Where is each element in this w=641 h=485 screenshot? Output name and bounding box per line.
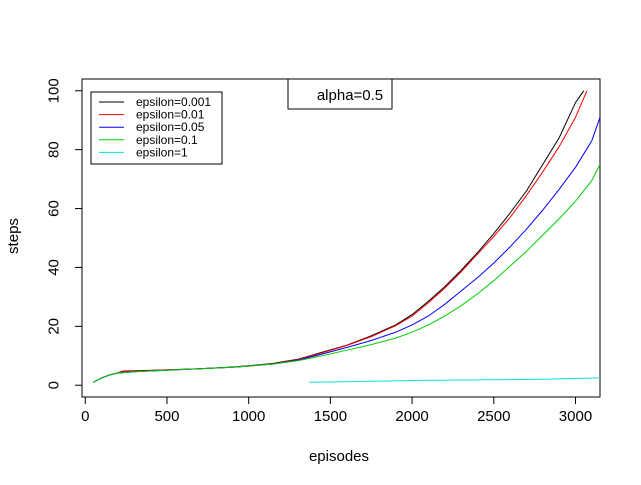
legend: epsilon=0.001epsilon=0.01epsilon=0.05eps…: [90, 91, 223, 165]
x-tick-label-6: 3000: [559, 408, 592, 425]
y-tick-label-1: 20: [46, 318, 63, 335]
legend-items: epsilon=0.001epsilon=0.01epsilon=0.05eps…: [99, 95, 211, 159]
x-axis-label: episodes: [309, 448, 369, 465]
annotation: alpha=0.5: [287, 78, 393, 110]
annotation-text: alpha=0.5: [317, 87, 383, 104]
x-axis: 0 500 1000 1500 2000 2500 3000: [81, 396, 592, 425]
x-tick-label-4: 2000: [395, 408, 428, 425]
x-tick-label-5: 2500: [477, 408, 510, 425]
y-tick-label-0: 0: [46, 381, 63, 389]
legend-label-1: epsilon=0.01: [136, 108, 205, 122]
x-tick-label-2: 1000: [232, 408, 265, 425]
y-tick-label-3: 60: [46, 200, 63, 217]
series-line-3: [93, 164, 601, 383]
series-line-4: [309, 377, 601, 383]
x-tick-label-1: 500: [154, 408, 179, 425]
series-line-1: [93, 90, 588, 383]
y-tick-label-2: 40: [46, 259, 63, 276]
y-tick-label-5: 100: [46, 78, 63, 103]
legend-label-2: epsilon=0.05: [136, 120, 205, 134]
legend-label-0: epsilon=0.001: [136, 95, 211, 109]
legend-label-4: epsilon=1: [136, 145, 188, 159]
y-tick-label-4: 80: [46, 141, 63, 158]
x-tick-label-3: 1500: [314, 408, 347, 425]
legend-box: [90, 91, 223, 165]
series-layer: [93, 90, 601, 383]
legend-label-3: epsilon=0.1: [136, 133, 198, 147]
x-tick-label-0: 0: [81, 408, 89, 425]
y-axis: 0 20 40 60 80 100: [46, 78, 83, 389]
y-axis-label: steps: [5, 218, 22, 254]
annotation-box: [287, 78, 393, 110]
